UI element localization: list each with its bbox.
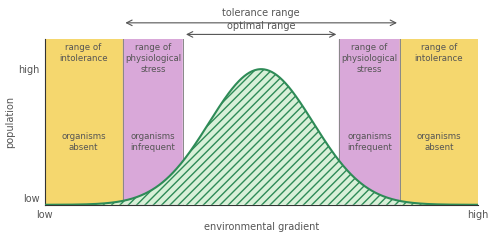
Bar: [123, 39, 183, 205]
Polygon shape: [44, 69, 478, 205]
Text: tolerance range: tolerance range: [222, 8, 300, 18]
Text: organisms
infrequent: organisms infrequent: [347, 132, 392, 152]
Bar: [339, 39, 400, 205]
Bar: [400, 39, 478, 205]
X-axis label: environmental gradient: environmental gradient: [204, 223, 319, 233]
Bar: [183, 39, 339, 205]
Text: range of
physiological
stress: range of physiological stress: [341, 43, 398, 74]
Text: range of
physiological
stress: range of physiological stress: [125, 43, 181, 74]
Y-axis label: population: population: [5, 96, 15, 148]
Text: organisms
absent: organisms absent: [416, 132, 461, 152]
Bar: [44, 39, 123, 205]
Text: range of
intolerance: range of intolerance: [59, 43, 108, 63]
Text: organisms
infrequent: organisms infrequent: [130, 132, 175, 152]
Text: organisms
absent: organisms absent: [61, 132, 106, 152]
Text: range of
intolerance: range of intolerance: [414, 43, 463, 63]
Text: optimal range: optimal range: [227, 21, 295, 31]
